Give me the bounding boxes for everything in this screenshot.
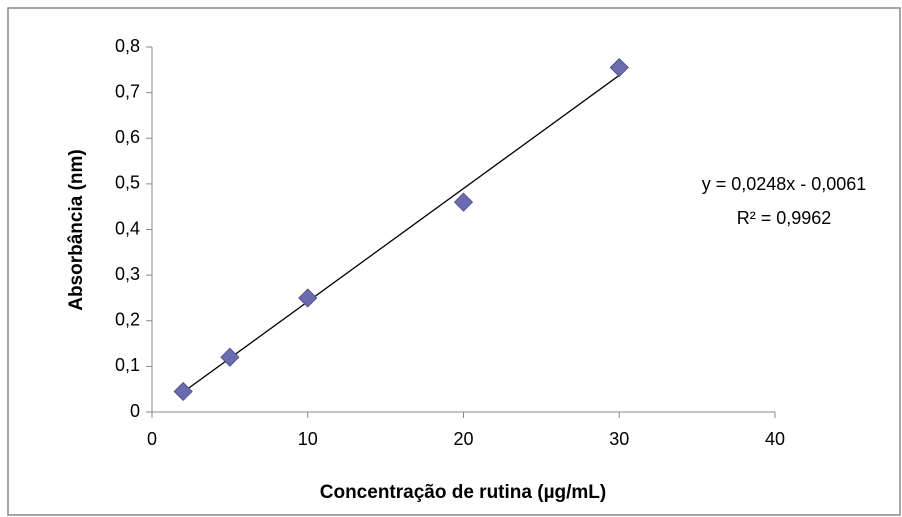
x-tick-label: 20 — [453, 429, 473, 449]
data-point — [609, 57, 629, 78]
y-tick-label: 0,7 — [115, 81, 140, 101]
x-tick-label: 0 — [147, 429, 157, 449]
data-point — [220, 347, 240, 367]
data-point — [298, 288, 318, 308]
x-axis-title: Concentração de rutina (µg/mL) — [320, 482, 606, 503]
trendline — [182, 74, 620, 393]
y-tick-label: 0,6 — [115, 127, 140, 147]
y-tick-label: 0,4 — [115, 218, 140, 238]
y-tick-label: 0,5 — [115, 173, 140, 193]
data-point — [173, 381, 193, 402]
chart-border — [7, 7, 901, 516]
x-tick-label: 10 — [298, 429, 318, 449]
y-tick-label: 0,3 — [115, 264, 140, 284]
y-tick-label: 0,8 — [115, 36, 140, 56]
data-point — [453, 192, 474, 212]
y-tick-label: 0,2 — [115, 310, 140, 330]
x-tick-label: 40 — [765, 429, 785, 449]
x-tick-label: 30 — [609, 429, 629, 449]
y-axis-title: Absorbância (nm) — [66, 149, 87, 311]
r-squared: R² = 0,9962 — [737, 208, 832, 228]
y-tick-label: 0,1 — [115, 355, 140, 375]
y-tick-label: 0 — [130, 401, 140, 421]
trendline-equation: y = 0,0248x - 0,0061 — [702, 174, 867, 194]
